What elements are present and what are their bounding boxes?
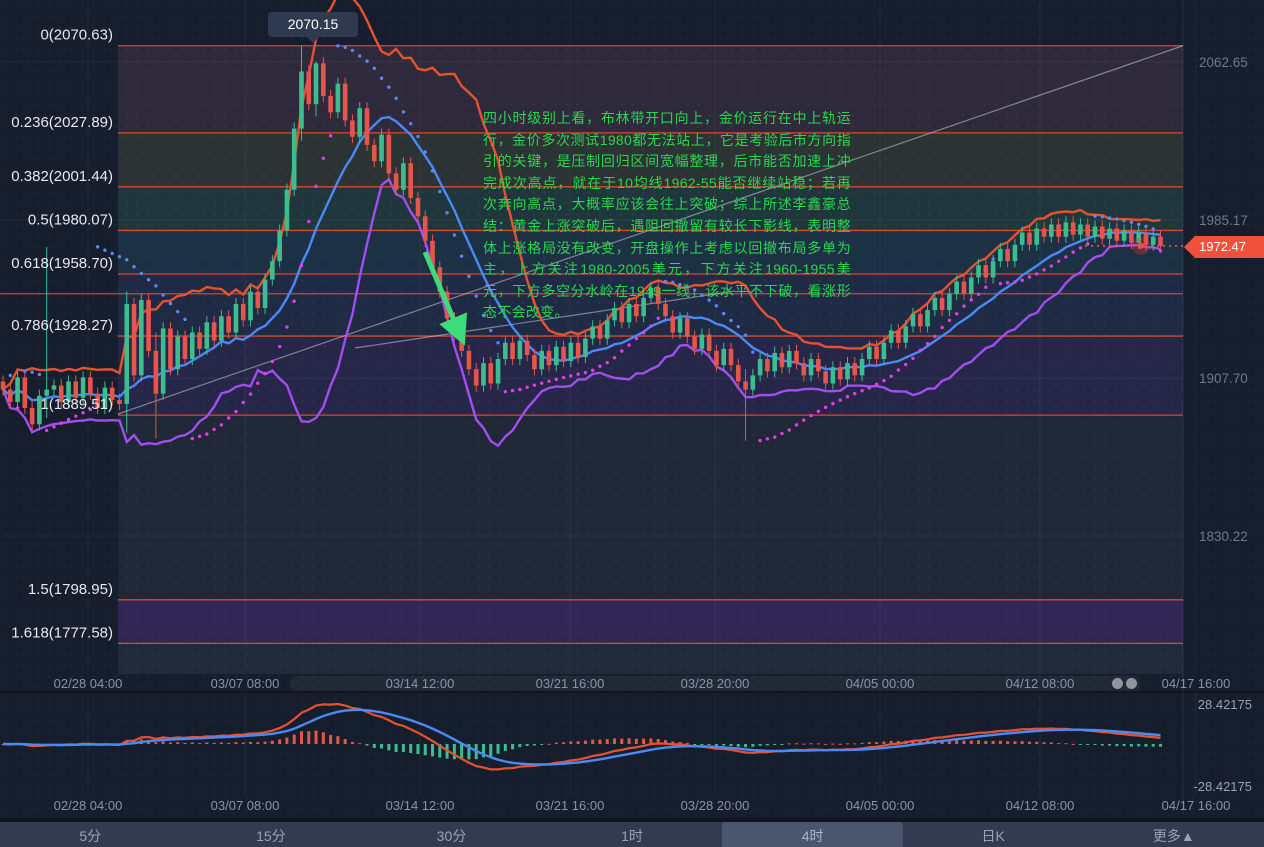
high-price-tooltip: 2070.15 bbox=[268, 12, 358, 37]
timeframe-button-30分[interactable]: 30分 bbox=[361, 822, 542, 847]
macd-panel bbox=[2, 704, 1163, 769]
current-price-tag: 1972.47 bbox=[1184, 236, 1264, 258]
last-price-dot bbox=[1138, 243, 1144, 249]
time-axis-label: 03/21 16:00 bbox=[536, 676, 605, 691]
price-axis-label: 1907.70 bbox=[1199, 371, 1248, 386]
scrollbar-grip-dot[interactable] bbox=[1126, 678, 1137, 689]
fib-labels: 0(2070.63) 0.236(2027.89) 0.382(2001.44) 0.… bbox=[11, 27, 113, 642]
time-axis-label: 02/28 04:00 bbox=[54, 676, 123, 691]
time-axis-label: 03/14 12:00 bbox=[386, 798, 455, 813]
svg-text:0.618(1958.70): 0.618(1958.70) bbox=[11, 255, 113, 272]
svg-text:0.382(2001.44): 0.382(2001.44) bbox=[11, 168, 113, 185]
indicator-axis-max: 28.42175 bbox=[1198, 697, 1252, 712]
time-axis-label: 03/28 20:00 bbox=[681, 798, 750, 813]
fib-zones bbox=[118, 46, 1183, 674]
svg-text:1(1889.51): 1(1889.51) bbox=[40, 396, 113, 413]
time-axis-label: 04/17 16:00 bbox=[1162, 676, 1231, 691]
price-axis-label: 1830.22 bbox=[1199, 529, 1248, 544]
time-axis-label: 04/05 00:00 bbox=[846, 676, 915, 691]
indicator-axis-min: -28.42175 bbox=[1193, 779, 1252, 794]
svg-text:0.236(2027.89): 0.236(2027.89) bbox=[11, 114, 113, 131]
price-axis-label: 2062.65 bbox=[1199, 55, 1248, 70]
timeframe-toolbar: 5分15分30分1时4时日K更多▲ bbox=[0, 818, 1264, 847]
svg-text:0.5(1980.07): 0.5(1980.07) bbox=[28, 211, 113, 228]
time-axis-label: 04/12 08:00 bbox=[1006, 676, 1075, 691]
indicator-time-axis: 02/28 04:00 03/07 08:00 03/14 12:00 03/21 1… bbox=[0, 796, 1264, 815]
svg-text:0(2070.63): 0(2070.63) bbox=[40, 27, 113, 44]
timeframe-button-更多[interactable]: 更多▲ bbox=[1083, 822, 1264, 847]
time-axis-label: 02/28 04:00 bbox=[54, 798, 123, 813]
time-axis-label: 03/07 08:00 bbox=[211, 798, 280, 813]
time-axis-label: 04/05 00:00 bbox=[846, 798, 915, 813]
price-axis-label: 1985.17 bbox=[1199, 213, 1248, 228]
svg-text:1.5(1798.95): 1.5(1798.95) bbox=[28, 581, 113, 598]
main-time-axis[interactable]: 02/28 04:00 03/07 08:00 03/14 12:00 03/21 1… bbox=[0, 674, 1264, 693]
timeframe-button-4时[interactable]: 4时 bbox=[722, 822, 903, 847]
trading-chart-app: 0(2070.63) 0.236(2027.89) 0.382(2001.44) 0.… bbox=[0, 0, 1264, 847]
svg-text:1.618(1777.58): 1.618(1777.58) bbox=[11, 624, 113, 641]
timeframe-button-1时[interactable]: 1时 bbox=[542, 822, 723, 847]
price-chart-canvas[interactable]: 0(2070.63) 0.236(2027.89) 0.382(2001.44) 0.… bbox=[0, 0, 1264, 847]
svg-text:0.786(1928.27): 0.786(1928.27) bbox=[11, 317, 113, 334]
time-axis-label: 03/21 16:00 bbox=[536, 798, 605, 813]
time-axis-label: 03/28 20:00 bbox=[681, 676, 750, 691]
timeframe-button-5分[interactable]: 5分 bbox=[0, 822, 181, 847]
time-axis-label: 04/17 16:00 bbox=[1162, 798, 1231, 813]
time-axis-label: 03/14 12:00 bbox=[386, 676, 455, 691]
timeframe-button-日K[interactable]: 日K bbox=[903, 822, 1084, 847]
time-axis-label: 03/07 08:00 bbox=[211, 676, 280, 691]
time-axis-label: 04/12 08:00 bbox=[1006, 798, 1075, 813]
scrollbar-grip-dot[interactable] bbox=[1112, 678, 1123, 689]
timeframe-button-15分[interactable]: 15分 bbox=[181, 822, 362, 847]
